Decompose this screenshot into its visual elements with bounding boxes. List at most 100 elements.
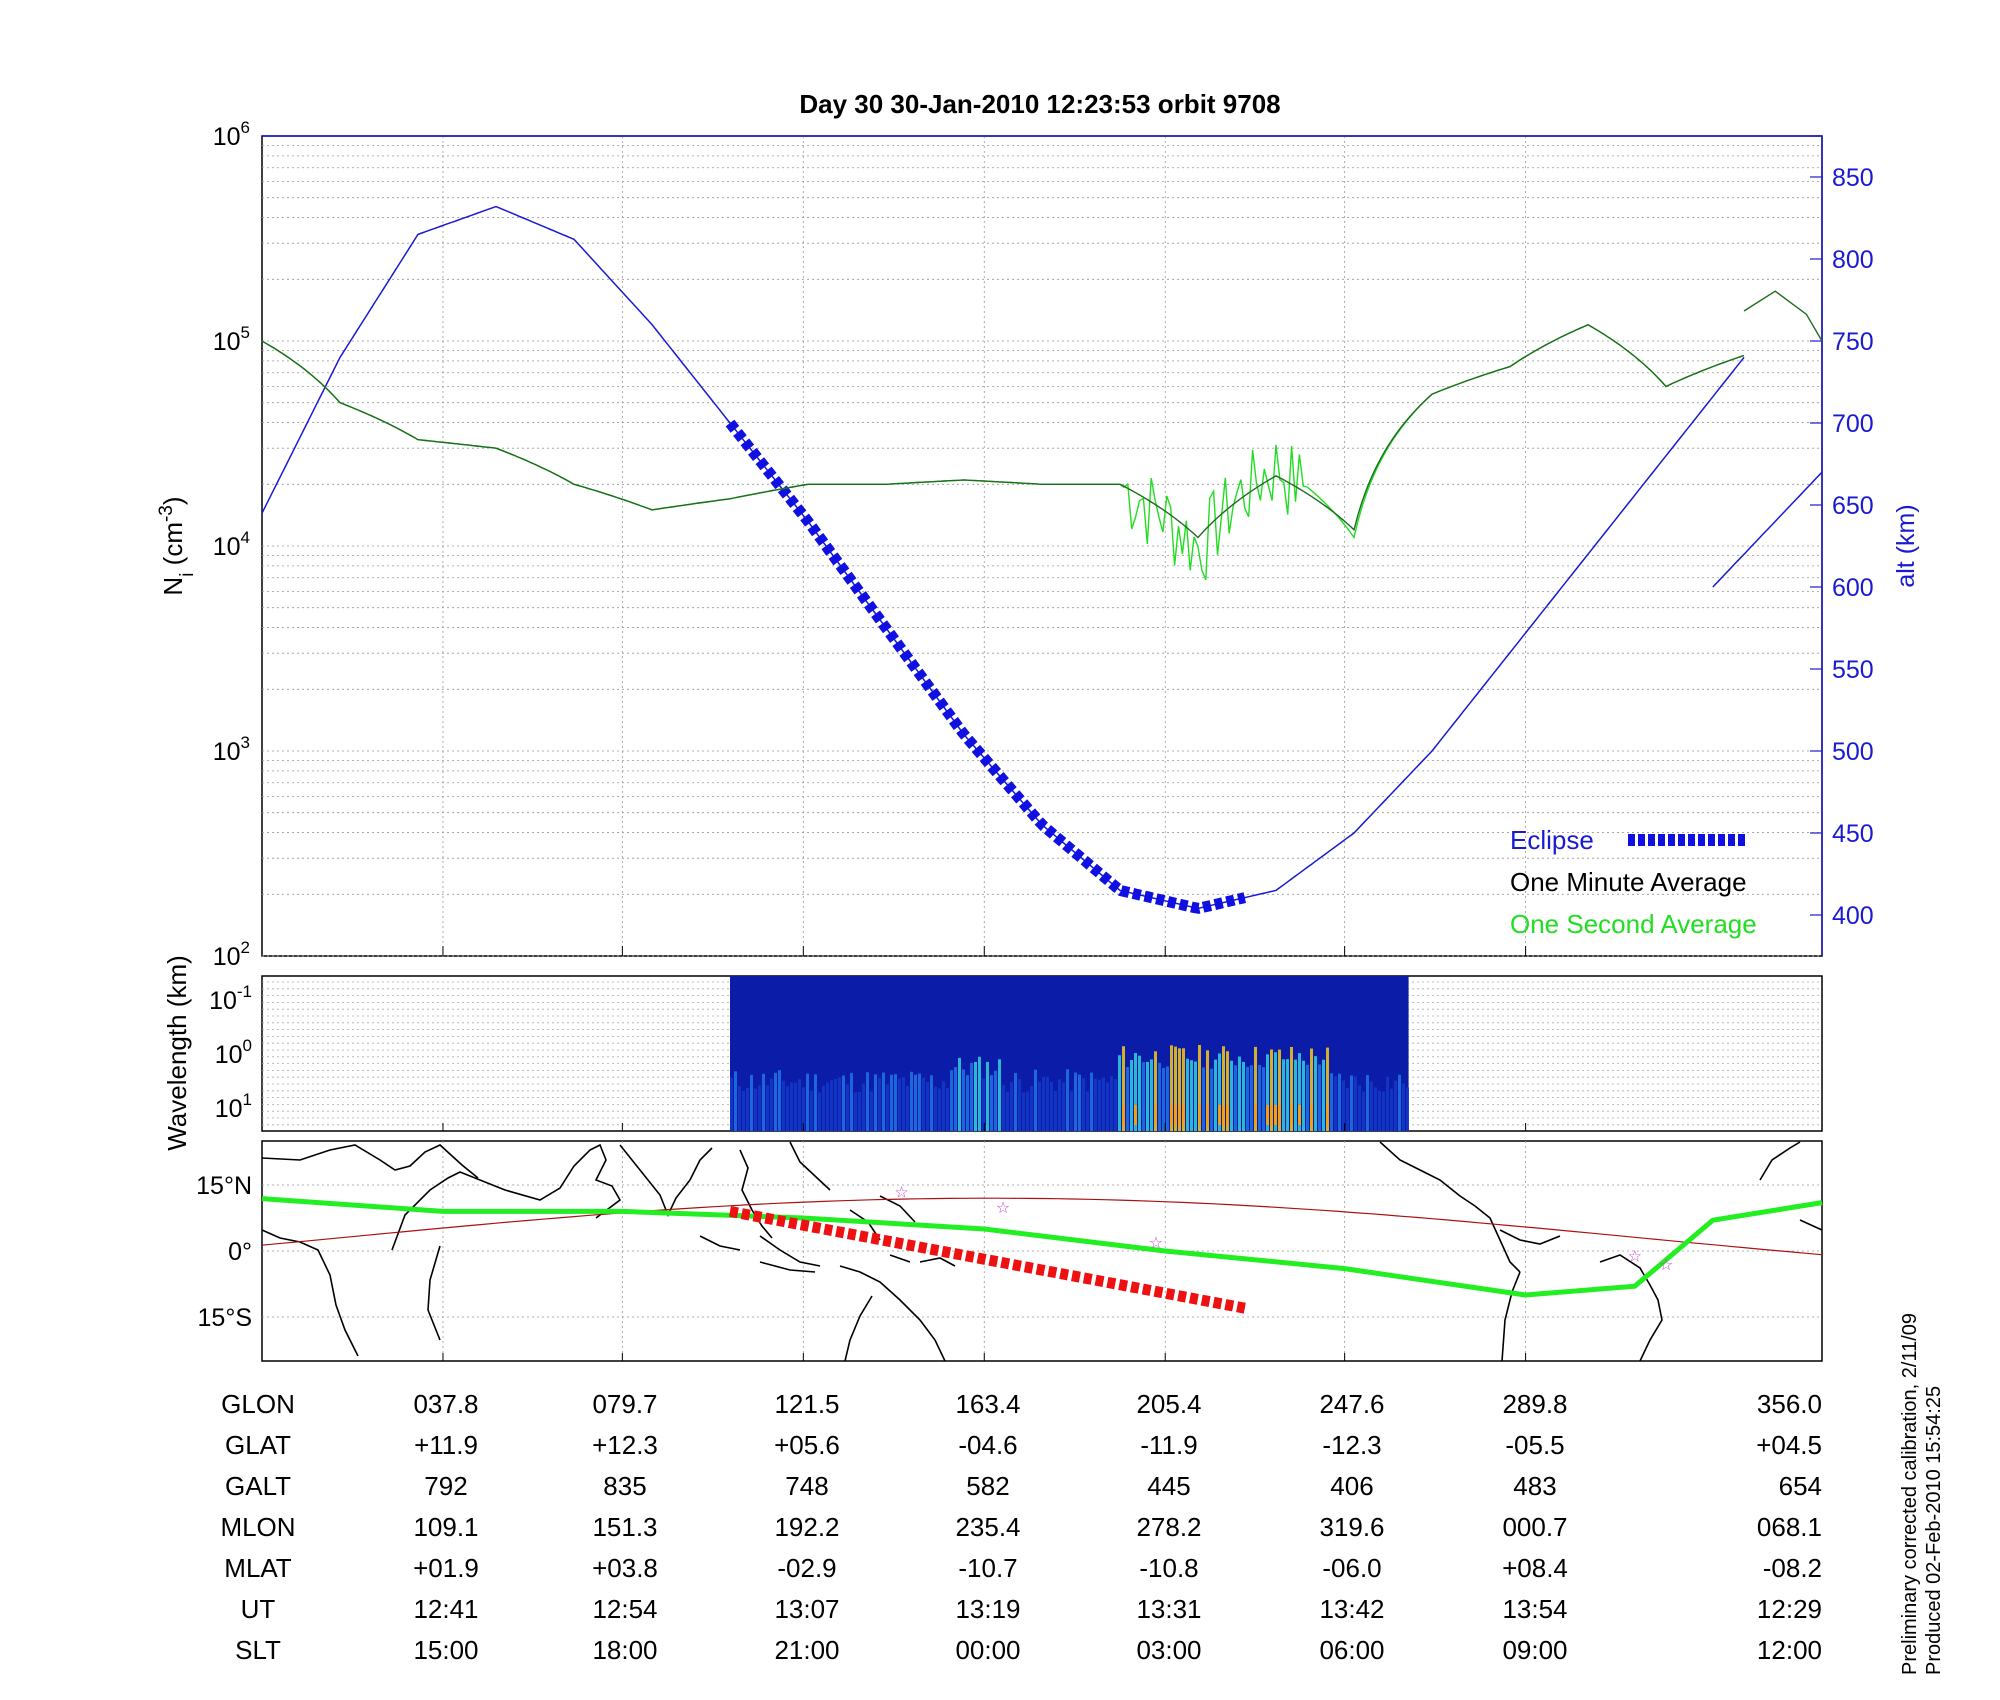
spectrogram-column xyxy=(950,1070,953,1131)
spectrogram-column xyxy=(1154,1051,1157,1131)
spectrogram-column xyxy=(1022,1092,1025,1131)
tick-exponent: 1 xyxy=(243,1090,252,1109)
spectrogram-column xyxy=(1258,1064,1261,1131)
spectrogram-hot-cell xyxy=(1134,1105,1137,1125)
spectrogram-column xyxy=(1046,1076,1049,1131)
spectrogram-column xyxy=(1050,1081,1053,1131)
table-cell: +01.9 xyxy=(413,1553,479,1583)
spectrogram-column xyxy=(1346,1088,1349,1131)
spectrogram-column xyxy=(814,1074,817,1131)
altitude-tick-label: 500 xyxy=(1832,738,1874,766)
table-cell: -06.0 xyxy=(1322,1553,1381,1583)
spectrogram-column xyxy=(1082,1078,1085,1131)
spectrogram-column xyxy=(990,1075,993,1131)
spectrogram-column xyxy=(1358,1085,1361,1131)
india-coast xyxy=(619,1144,713,1218)
spectrogram-column xyxy=(1354,1076,1357,1131)
spectrogram-column xyxy=(1366,1075,1369,1131)
spectrogram-column xyxy=(1378,1090,1381,1131)
spectrogram-column xyxy=(766,1085,769,1131)
spectrogram-column xyxy=(986,1061,989,1131)
spectrogram-column xyxy=(1290,1046,1293,1131)
spectrogram-column xyxy=(938,1088,941,1131)
table-row-label: MLON xyxy=(220,1512,295,1542)
spectrogram-column xyxy=(1086,1091,1089,1131)
altitude-y-label: alt (km) xyxy=(1892,504,1920,587)
table-cell: -10.8 xyxy=(1139,1553,1198,1583)
table-cell: +12.3 xyxy=(592,1430,658,1460)
spectrogram-column xyxy=(1002,1085,1005,1131)
spectrogram-column xyxy=(1202,1067,1205,1131)
spectrogram-column xyxy=(802,1087,805,1131)
spectrogram-column xyxy=(870,1091,873,1131)
europe-africa-east-coast xyxy=(1759,1141,1823,1231)
spectrogram-column xyxy=(898,1078,901,1131)
spectrogram-column xyxy=(1262,1067,1265,1131)
ground-station-star: ☆ xyxy=(894,1183,908,1202)
spectrogram-hot-cell xyxy=(1226,1105,1229,1125)
spectrogram-column xyxy=(1058,1079,1061,1131)
spectrogram-column xyxy=(1026,1091,1029,1131)
tick-base: 10 xyxy=(213,328,241,356)
spectrogram-column xyxy=(854,1092,857,1131)
spectrogram-column xyxy=(826,1082,829,1131)
table-cell: 000.7 xyxy=(1502,1512,1567,1542)
spectrogram-column xyxy=(922,1077,925,1131)
australia-coast xyxy=(699,1235,946,1362)
table-row-label: UT xyxy=(241,1594,276,1624)
table-cell: 12:00 xyxy=(1757,1635,1822,1665)
one-minute-average-tail xyxy=(1743,290,1823,342)
spectrogram-column xyxy=(1138,1055,1141,1131)
altitude-tick-label: 750 xyxy=(1832,328,1874,356)
spectrogram-column xyxy=(1134,1053,1137,1131)
altitude-tick-label: 550 xyxy=(1832,656,1874,684)
spectrogram-column xyxy=(794,1082,797,1131)
spectrogram-column xyxy=(1122,1046,1125,1131)
legend-eclipse-mark xyxy=(1718,834,1725,846)
altitude-tick-label: 450 xyxy=(1832,820,1874,848)
spectrogram-column xyxy=(746,1087,749,1131)
density-y-tick-label: 102 xyxy=(213,938,250,971)
spectrogram-column xyxy=(1114,1079,1117,1131)
table-cell: 792 xyxy=(424,1471,467,1501)
spectrogram-column xyxy=(1394,1080,1397,1131)
spectrogram-hot-cell xyxy=(1270,1105,1273,1125)
spectrogram-column xyxy=(1298,1053,1301,1131)
legend-eclipse-swatch xyxy=(1628,834,1745,846)
americas-coast xyxy=(1379,1141,1663,1362)
table-cell: 12:29 xyxy=(1757,1594,1822,1624)
spectrogram-column xyxy=(862,1083,865,1131)
table-cell: 15:00 xyxy=(413,1635,478,1665)
table-cell: 406 xyxy=(1330,1471,1373,1501)
one-minute-average-line xyxy=(261,324,1745,539)
spectrogram-column xyxy=(930,1075,933,1131)
spectrogram-hot-cell xyxy=(1278,1105,1281,1125)
table-cell: 654 xyxy=(1779,1471,1822,1501)
legend-eclipse-mark xyxy=(1668,834,1675,846)
ground-station-star: ☆ xyxy=(1149,1233,1163,1252)
spectrogram-column xyxy=(774,1072,777,1131)
spectrogram-column xyxy=(1006,1091,1009,1131)
spectrogram-hot-cell xyxy=(1182,1105,1185,1125)
spectrogram-column xyxy=(734,1071,737,1131)
spectrogram-column xyxy=(1066,1069,1069,1131)
spectrogram-column xyxy=(1170,1045,1173,1131)
tick-base: 10 xyxy=(213,738,241,766)
spectrogram-column xyxy=(1310,1048,1313,1131)
tick-base: 10 xyxy=(213,533,241,561)
tick-exponent: 3 xyxy=(241,733,250,752)
spectrogram-column xyxy=(1158,1062,1161,1131)
spectrogram-hot-cell xyxy=(1266,1105,1269,1125)
spectrogram-column xyxy=(1282,1059,1285,1131)
spectrogram-column xyxy=(1270,1049,1273,1131)
spectrogram-column xyxy=(1142,1062,1145,1131)
spectrogram-column xyxy=(738,1086,741,1131)
spectrogram-column xyxy=(894,1074,897,1131)
spectrogram-column xyxy=(846,1084,849,1131)
spectrogram-column xyxy=(914,1074,917,1131)
legend-eclipse-mark xyxy=(1738,834,1745,846)
